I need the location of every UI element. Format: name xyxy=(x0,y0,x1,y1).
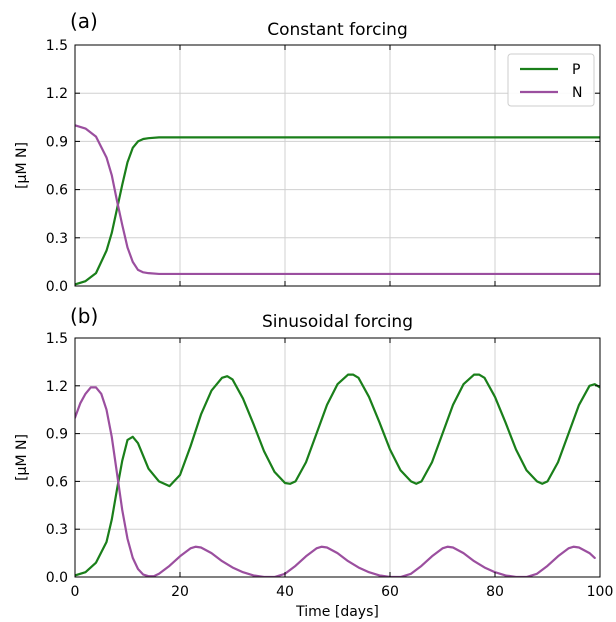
series-line-p xyxy=(75,373,600,577)
y-tick-label: 1.2 xyxy=(46,379,68,395)
y-tick-label: 0.6 xyxy=(46,474,68,490)
y-tick-label: 0.0 xyxy=(46,570,68,586)
axes-frame xyxy=(74,337,601,578)
series-line-p xyxy=(75,136,600,286)
x-tick-label: 0 xyxy=(71,584,80,600)
panel-label: (b) xyxy=(70,304,98,328)
y-tick-label: 1.5 xyxy=(46,38,68,54)
chart-title: Constant forcing xyxy=(267,20,407,40)
panel-label: (a) xyxy=(70,9,98,33)
x-tick-label: 100 xyxy=(587,584,614,600)
series-line-n xyxy=(75,386,596,577)
y-tick-label: 0.9 xyxy=(46,427,68,443)
y-tick-label: 1.2 xyxy=(46,86,68,102)
y-axis-label: [µM N] xyxy=(14,434,30,481)
y-axis-label: [µM N] xyxy=(14,142,30,189)
series-line-n xyxy=(75,124,600,276)
y-tick-label: 0.0 xyxy=(46,279,68,295)
legend-label-n: N xyxy=(572,85,582,101)
x-tick-label: 60 xyxy=(381,584,399,600)
chart-title: Sinusoidal forcing xyxy=(262,312,413,332)
legend-label-p: P xyxy=(572,62,580,78)
y-tick-label: 0.3 xyxy=(46,231,68,247)
x-tick-label: 20 xyxy=(171,584,189,600)
y-tick-label: 0.9 xyxy=(46,134,68,150)
panel-a: 0.0 0.3 0.6 0.9 1.2 1.5(a) Constant forcing [µM… xyxy=(14,9,601,295)
x-tick-label: 80 xyxy=(486,584,504,600)
legend: PN xyxy=(507,53,595,107)
y-tick-label: 0.3 xyxy=(46,522,68,538)
y-tick-label: 1.5 xyxy=(46,331,68,347)
x-axis-label: Time [days] xyxy=(295,604,379,620)
x-tick-label: 40 xyxy=(276,584,294,600)
axes-frame xyxy=(74,44,601,287)
y-tick-label: 0.6 xyxy=(46,183,68,199)
panel-b: 0 20 40 60 80 100 0.0 0.3 0.6 0.9 1.2 1.5(b) Sinusoi… xyxy=(14,304,613,620)
